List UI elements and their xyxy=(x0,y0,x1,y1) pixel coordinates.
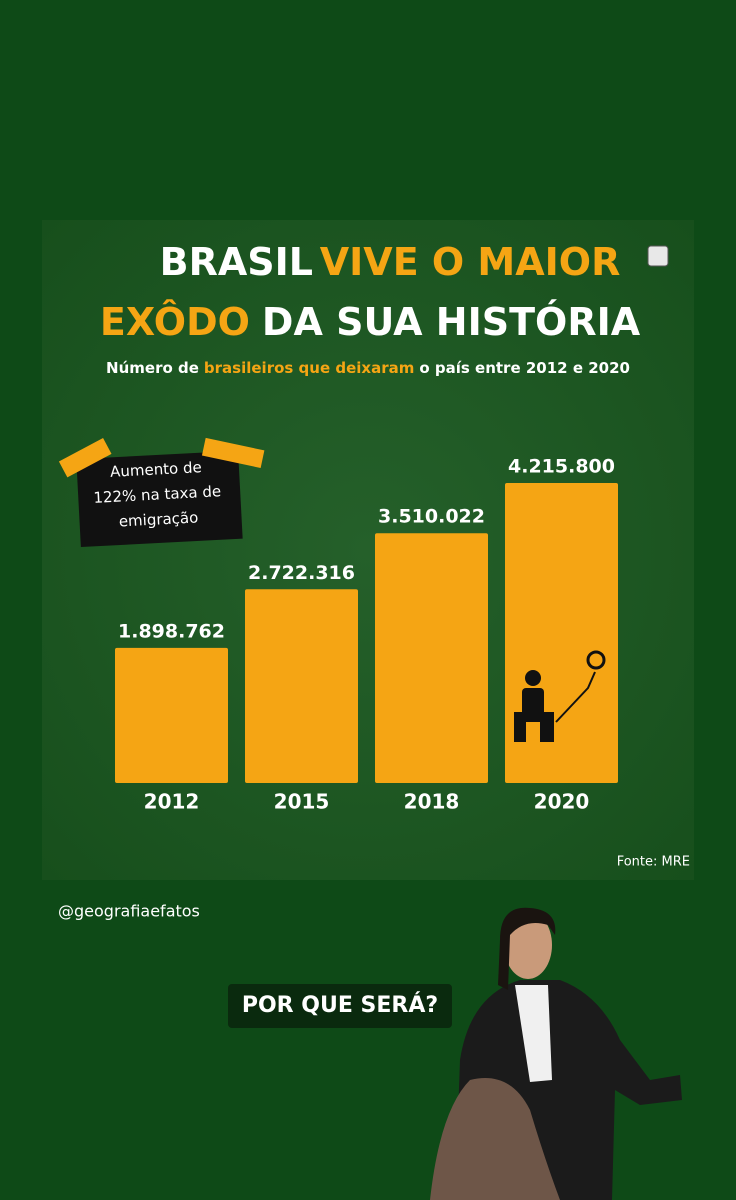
source: Fonte: MRE xyxy=(617,855,690,870)
title-part: DA SUA HISTÓRIA xyxy=(262,300,641,344)
annotation-line: Aumento de xyxy=(110,458,203,481)
title-part: BRASIL xyxy=(160,240,313,284)
subtitle: Número de brasileiros que deixaram o país … xyxy=(106,359,630,377)
icon-part xyxy=(522,688,544,722)
caption: POR QUE SERÁ? xyxy=(242,992,438,1018)
sticker-shirt xyxy=(515,985,552,1082)
icon-part xyxy=(586,650,606,670)
value-label: 4.215.800 xyxy=(508,456,615,478)
value-label: 3.510.022 xyxy=(378,506,485,528)
sticker-coat xyxy=(430,1078,560,1200)
title-part: EXÔDO xyxy=(100,300,250,344)
icon-part xyxy=(555,671,596,723)
annotation-line: emigração xyxy=(118,508,198,530)
annotation-box xyxy=(58,437,265,548)
bar xyxy=(375,533,488,783)
icon-part xyxy=(540,712,554,742)
traveler-icon xyxy=(514,650,606,742)
caption-bg xyxy=(228,984,452,1028)
bar xyxy=(115,647,228,783)
subtitle-part: o país entre 2012 e 2020 xyxy=(419,359,630,377)
value-label: 1.898.762 xyxy=(118,620,225,642)
username[interactable]: @geografiaefatos xyxy=(58,902,200,921)
x-tick-label: 2020 xyxy=(534,790,590,814)
sticker-hair xyxy=(498,907,556,990)
subtitle-part: Número de xyxy=(106,359,199,377)
x-tick-label: 2015 xyxy=(274,790,330,814)
title-part: VIVE O MAIOR xyxy=(320,240,621,284)
icon-part xyxy=(525,670,541,686)
repost-icon xyxy=(647,245,669,267)
bar xyxy=(245,589,358,783)
annotation-bg xyxy=(76,450,243,548)
title-line: EXÔDO DA SUA HISTÓRIA xyxy=(100,300,641,344)
bars: 1.898.762 2012 2.722.316 2015 3.510.022 2018 4… xyxy=(115,456,618,814)
x-tick-label: 2018 xyxy=(404,790,460,814)
value-label: 2.722.316 xyxy=(248,562,355,584)
tape xyxy=(58,438,112,478)
tape xyxy=(201,437,265,469)
title-line: BRASIL VIVE O MAIOR xyxy=(160,240,621,284)
subtitle-part: brasileiros que deixaram xyxy=(204,359,414,377)
x-tick-label: 2012 xyxy=(144,790,200,814)
icon-part xyxy=(514,712,526,742)
sticker-person xyxy=(430,907,682,1200)
